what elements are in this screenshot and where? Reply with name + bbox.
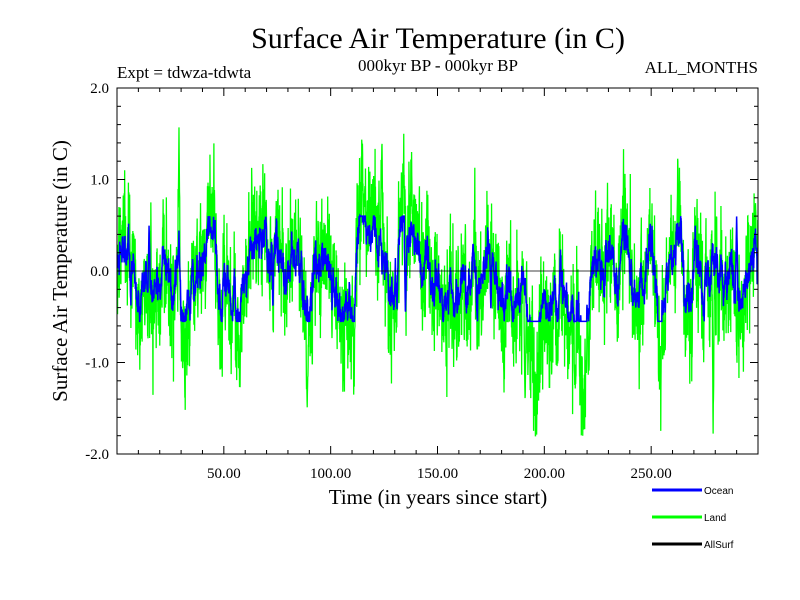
- y-tick-label: -1.0: [85, 356, 109, 372]
- y-tick-label: 1.0: [90, 173, 109, 189]
- y-axis-label: Surface Air Temperature (in C): [48, 140, 72, 402]
- period-label: 000kyr BP - 000kyr BP: [358, 56, 518, 75]
- x-tick-label: 100.00: [310, 466, 351, 482]
- months-label: ALL_MONTHS: [645, 58, 758, 77]
- y-tick-label: 2.0: [90, 81, 109, 97]
- x-tick-label: 50.00: [207, 466, 241, 482]
- legend-label-allsurf: AllSurf: [704, 540, 734, 551]
- y-tick-label: -2.0: [85, 447, 109, 463]
- x-tick-label: 200.00: [524, 466, 565, 482]
- x-axis-label: Time (in years since start): [329, 485, 548, 509]
- legend-label-ocean: Ocean: [704, 486, 733, 497]
- series-line-ocean: [117, 213, 758, 324]
- x-tick-label: 150.00: [417, 466, 458, 482]
- ticks-layer: 50.00 100.00 150.00 200.00 250.00 -2.0 -1.0 0.0…: [85, 81, 758, 482]
- series-layer: [117, 127, 758, 437]
- y-tick-label: 0.0: [90, 264, 109, 280]
- x-tick-label: 250.00: [631, 466, 672, 482]
- experiment-label: Expt = tdwza-tdwta: [117, 63, 252, 82]
- legend-label-land: Land: [704, 513, 726, 524]
- chart-title: Surface Air Temperature (in C): [251, 22, 625, 55]
- legend: Ocean Land AllSurf: [652, 486, 734, 551]
